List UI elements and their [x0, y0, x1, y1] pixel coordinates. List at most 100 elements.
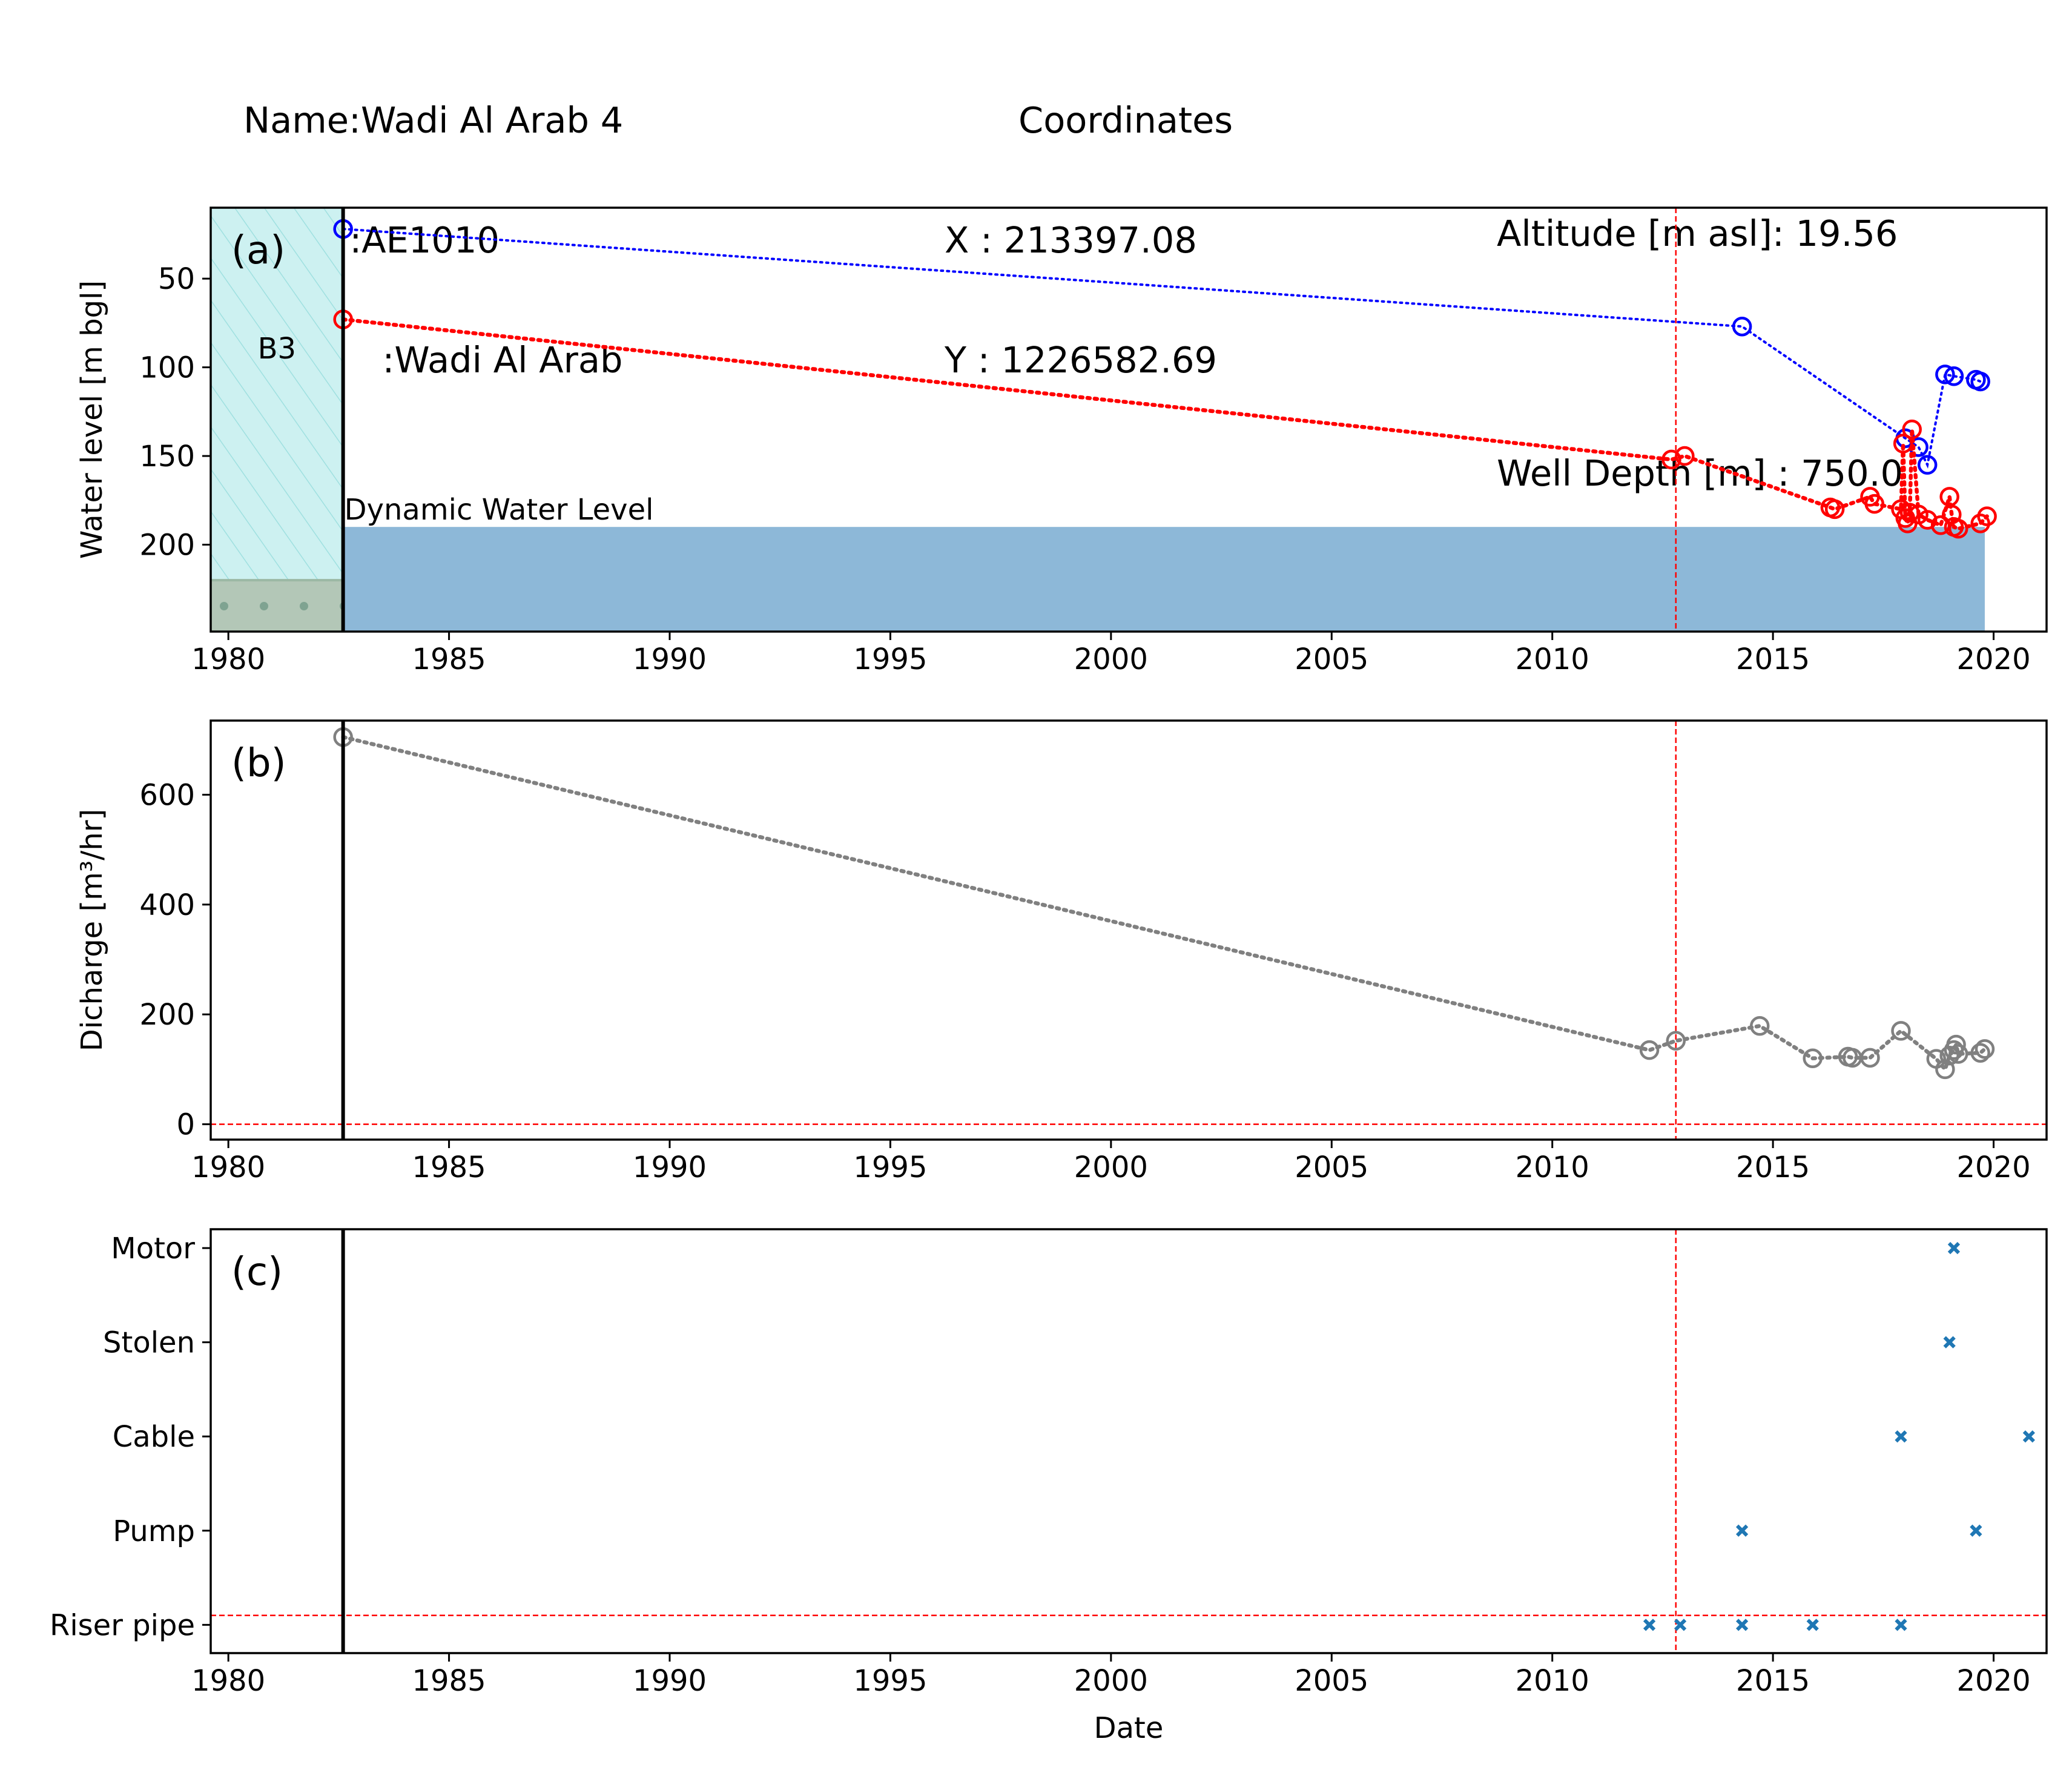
data-point-static	[1944, 366, 1964, 386]
x-tick-label: 2015	[1736, 1664, 1810, 1698]
x-tick-label: 2010	[1516, 1664, 1589, 1698]
data-point-dynamic	[1977, 506, 1997, 526]
altitude: Altitude [m asl]: 19.56	[1497, 213, 1898, 254]
y-axis-title: Water level [m bgl]	[75, 280, 109, 559]
x-tick-label: 2010	[1516, 1151, 1589, 1184]
event-marker-motor	[1947, 1241, 1961, 1255]
y-tick-label: 0	[176, 1108, 195, 1142]
plot-area	[211, 208, 1997, 632]
x-tick-label: 1995	[853, 642, 927, 676]
data-point-discharge	[1935, 1059, 1955, 1080]
data-point-dynamic	[1661, 449, 1681, 470]
x-tick-label: 2000	[1074, 642, 1148, 676]
dynamic-level-label: Dynamic Water Level	[345, 493, 654, 527]
geology-lower-unit	[211, 580, 343, 632]
data-point-static	[1970, 371, 1990, 392]
event-marker-riser-pipe	[1806, 1619, 1819, 1631]
y-axis-title: Dicharge [m³/hr]	[75, 809, 109, 1051]
event-marker-cable	[1895, 1430, 1907, 1443]
category-label: Stolen	[103, 1326, 195, 1360]
panel-label: (b)	[231, 741, 286, 786]
category-label: Cable	[113, 1420, 195, 1454]
coordinates-block: Coordinates X : 213397.08 Y : 1226582.69	[945, 21, 1233, 420]
y-tick-label: 100	[139, 351, 195, 385]
geology-dot	[220, 602, 228, 610]
data-point-static	[1935, 365, 1955, 385]
x-tick-label: 1995	[853, 1151, 927, 1184]
data-point-discharge	[1860, 1048, 1880, 1068]
x-tick-label: 2005	[1295, 1664, 1368, 1698]
event-marker-pump	[1970, 1524, 1982, 1537]
x-tick-label: 1995	[853, 1664, 927, 1698]
plot-area	[211, 1229, 2047, 1653]
x-tick-label: 2000	[1074, 1664, 1148, 1698]
coordinate-x: X : 213397.08	[945, 219, 1197, 261]
y-tick-label: 400	[139, 888, 195, 922]
coordinate-y: Y : 1226582.69	[945, 339, 1218, 381]
data-point-static	[1917, 455, 1938, 475]
data-point-discharge	[1975, 1039, 1995, 1059]
panel-label: (a)	[231, 228, 285, 273]
data-point-dynamic	[1675, 446, 1695, 466]
plot-area	[211, 721, 2047, 1140]
x-tick-label: 2020	[1956, 1151, 2030, 1184]
well-stats-block: Altitude [m asl]: 19.56 Well Depth [m] :…	[1497, 34, 1903, 593]
x-tick-label: 1990	[633, 1664, 707, 1698]
y-tick-label: 150	[139, 440, 195, 474]
x-tick-label: 1980	[191, 642, 265, 676]
panel-a: B3 Dynamic Water Level 1980 1985 1990 1995 200…	[75, 206, 2048, 676]
series-line-discharge	[341, 735, 1987, 1074]
data-point-dynamic	[1902, 419, 1922, 440]
data-point-discharge	[1666, 1031, 1686, 1051]
category-label: Riser pipe	[50, 1608, 195, 1642]
data-point-dynamic	[1893, 434, 1913, 454]
x-tick-label: 1980	[191, 1664, 265, 1698]
x-tick-label: 2015	[1736, 642, 1810, 676]
geology-dot	[260, 602, 268, 610]
x-tick-label: 2010	[1516, 642, 1589, 676]
data-point-dynamic	[1948, 518, 1968, 539]
x-tick-label: 2015	[1736, 1151, 1810, 1184]
data-point-dynamic	[1824, 499, 1845, 520]
event-marker-cable	[2022, 1430, 2035, 1443]
coordinates-title: Coordinates	[1018, 99, 1233, 141]
axes-frame	[210, 206, 2048, 633]
geology-dot	[300, 602, 308, 610]
data-point-discharge	[1948, 1044, 1968, 1064]
event-marker-riser-pipe	[1643, 1619, 1656, 1631]
category-label: Pump	[113, 1514, 195, 1548]
panel-b: 1980 1985 1990 1995 2000 2005 2010 2015 2020 0 200…	[75, 719, 2048, 1184]
geology-layer-b3	[211, 208, 343, 581]
data-point-discharge	[1803, 1048, 1823, 1069]
x-axis-title: Date	[1094, 1711, 1164, 1745]
x-tick-label: 1990	[633, 642, 707, 676]
event-marker-riser-pipe	[1735, 1619, 1749, 1631]
event-marker-riser-pipe	[1895, 1619, 1907, 1631]
event-marker-riser-pipe	[1674, 1619, 1687, 1631]
event-marker-stolen	[1943, 1336, 1956, 1349]
event-marker-pump	[1735, 1524, 1749, 1537]
x-tick-label: 2000	[1074, 1151, 1148, 1184]
data-point-discharge	[1939, 1045, 1959, 1066]
data-point-discharge	[1750, 1016, 1770, 1036]
x-tick-label: 2020	[1956, 1664, 2030, 1698]
data-point-discharge	[1891, 1021, 1911, 1041]
geology-layer-label: B3	[258, 332, 296, 366]
panel-c: 1980 1985 1990 1995 2000 2005 2010 2015 2020 Rise…	[50, 1228, 2048, 1745]
well-name: Name:Wadi Al Arab 4	[243, 99, 624, 141]
panel-label: (c)	[231, 1250, 283, 1295]
x-tick-label: 2005	[1295, 1151, 1368, 1184]
y-tick-label: 50	[158, 262, 195, 296]
data-point-dynamic	[1864, 494, 1884, 514]
y-tick-label: 200	[139, 528, 195, 562]
y-tick-label: 600	[139, 778, 195, 812]
axes-frame	[210, 719, 2048, 1141]
data-point-discharge	[1970, 1043, 1990, 1063]
x-tick-label: 1985	[412, 1664, 486, 1698]
well-depth: Well Depth [m] : 750.0	[1497, 452, 1903, 494]
x-tick-label: 2005	[1295, 642, 1368, 676]
data-point-static	[1732, 316, 1752, 337]
x-tick-label: 2020	[1956, 642, 2030, 676]
y-tick-label: 200	[139, 998, 195, 1032]
